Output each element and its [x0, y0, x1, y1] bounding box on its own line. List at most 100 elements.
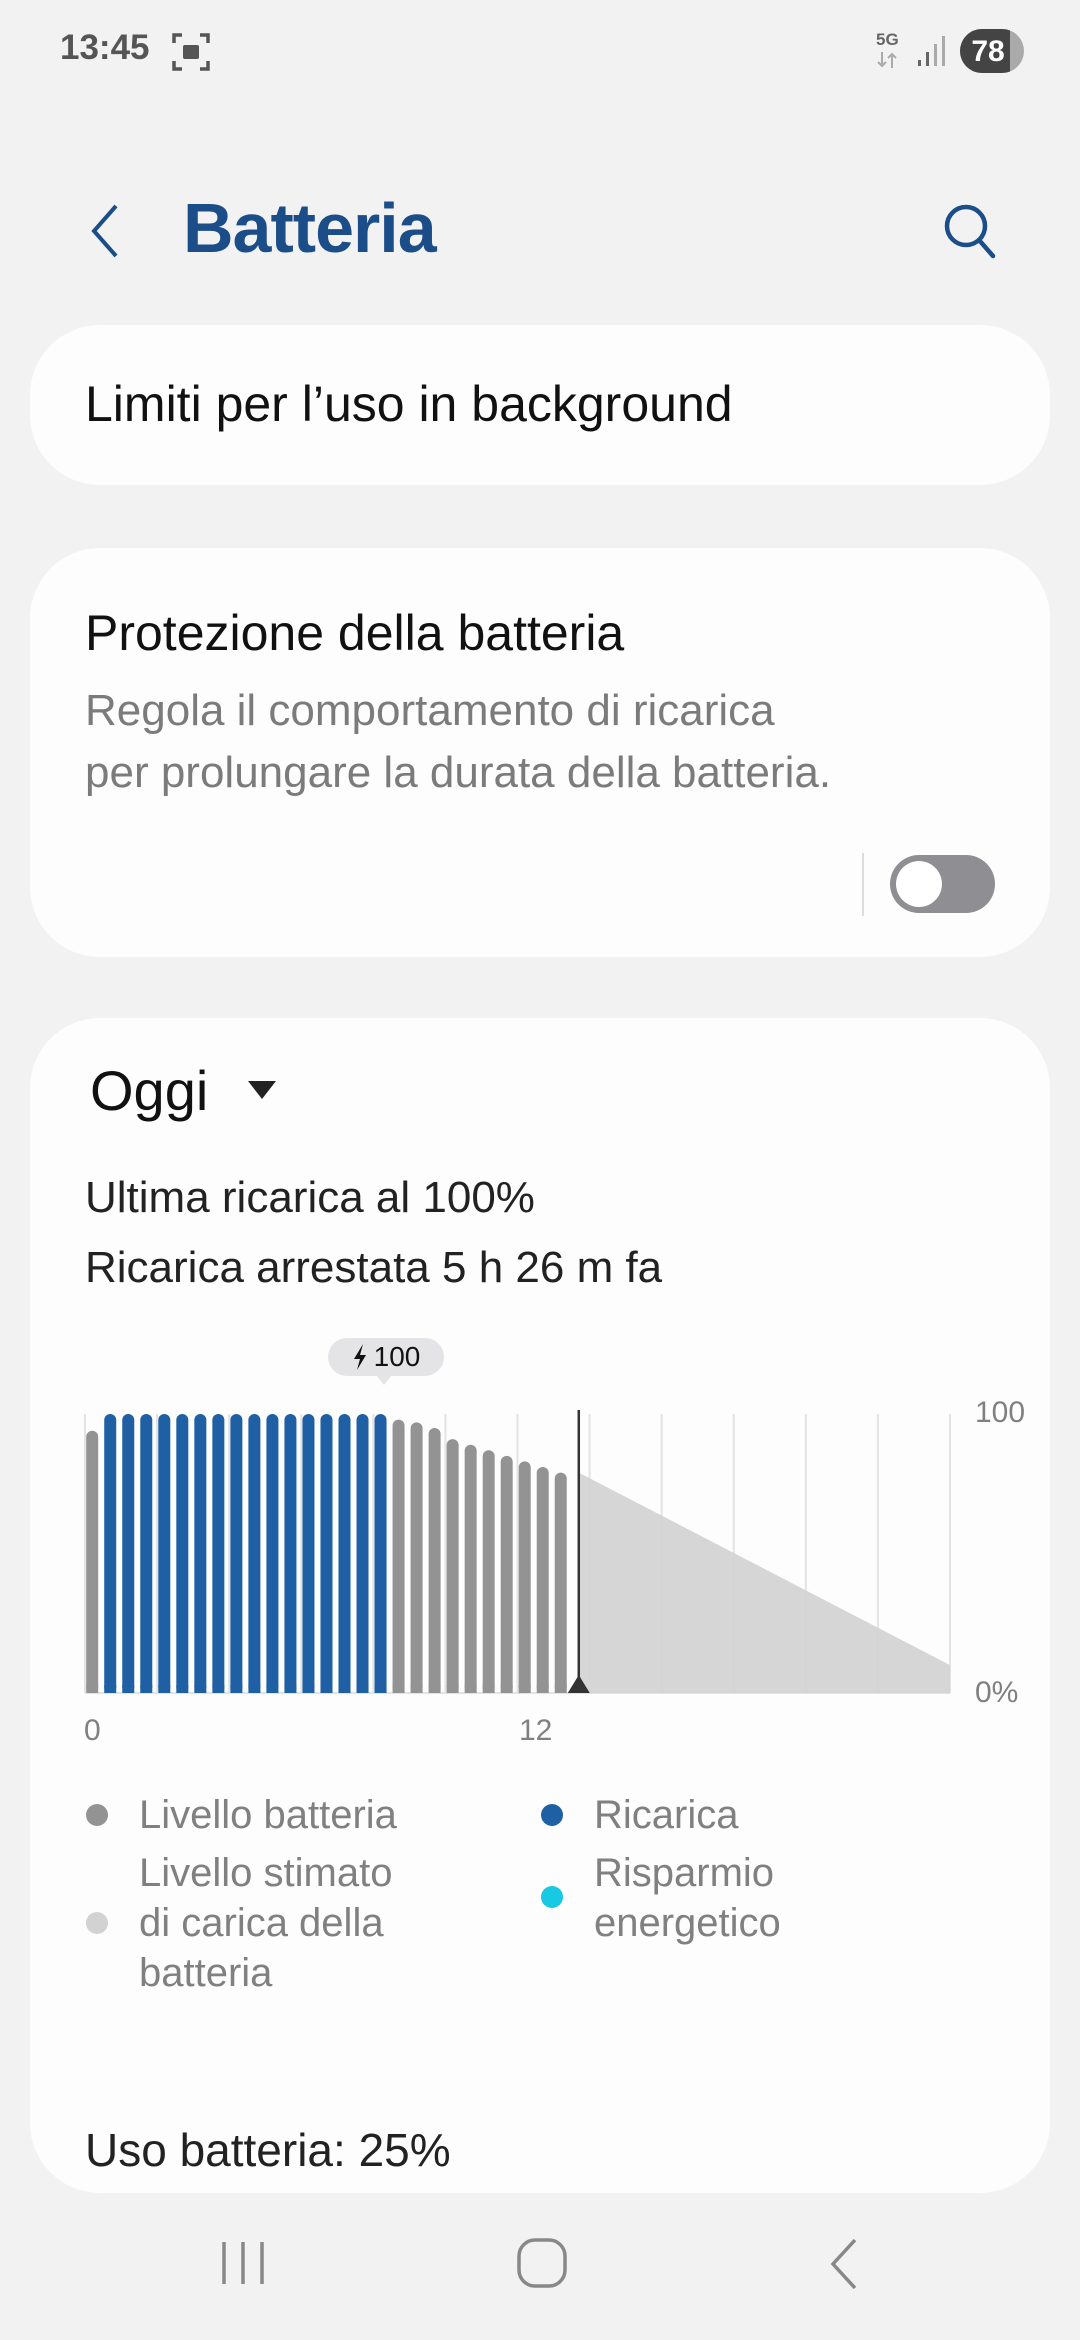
charging-bar	[302, 1414, 315, 1693]
battery-level-bar	[500, 1455, 513, 1693]
charging-bar	[320, 1414, 333, 1693]
bar-base	[176, 1685, 189, 1693]
lightning-icon	[353, 1344, 366, 1370]
charging-bar	[176, 1414, 189, 1693]
battery-level-bar	[464, 1444, 477, 1693]
legend-power-saving: Risparmio energetico	[594, 1848, 781, 1948]
battery-protection-description-1: Regola il comportamento di ricarica	[85, 686, 775, 735]
battery-level-bar	[446, 1439, 459, 1693]
battery-protection-toggle[interactable]	[890, 855, 995, 913]
battery-level-bar	[536, 1467, 549, 1693]
bar-base	[140, 1685, 153, 1693]
legend-estimated-line: batteria	[139, 1951, 273, 1995]
charging-bar	[248, 1414, 261, 1693]
charging-bar	[284, 1414, 297, 1693]
back-nav-icon[interactable]	[825, 2236, 865, 2292]
search-icon[interactable]	[938, 198, 1004, 264]
x-tick-12: 12	[519, 1714, 553, 1747]
legend-power-saving-line: energetico	[594, 1901, 781, 1945]
battery-protection-title: Protezione della batteria	[85, 605, 625, 661]
charging-bar	[104, 1414, 117, 1693]
battery-level-bar	[86, 1430, 99, 1693]
battery-level-bar	[518, 1461, 531, 1693]
battery-protection-card[interactable]: Protezione della batteria Regola il comp…	[30, 548, 1050, 957]
legend-estimated: Livello stimato di carica della batteria	[139, 1848, 392, 1998]
legend-dot-power-saving	[541, 1886, 563, 1908]
tooltip-pointer	[376, 1375, 392, 1385]
battery-indicator: 78	[960, 29, 1024, 73]
bar-base	[302, 1685, 315, 1693]
legend-estimated-line: di carica della	[139, 1901, 384, 1945]
legend-estimated-line: Livello stimato	[139, 1851, 393, 1895]
legend-battery-level: Livello batteria	[139, 1793, 397, 1837]
bar-base	[464, 1685, 477, 1693]
data-arrows-icon	[877, 52, 897, 68]
bar-base	[374, 1685, 387, 1693]
bar-base	[122, 1685, 135, 1693]
divider	[862, 853, 864, 916]
bar-base	[266, 1685, 279, 1693]
battery-level-bar	[428, 1427, 441, 1693]
charging-bar	[230, 1414, 243, 1693]
bar-base	[392, 1685, 405, 1693]
dropdown-triangle-icon	[248, 1080, 277, 1099]
legend-dot-battery-level	[86, 1804, 108, 1826]
background-limits-item[interactable]: Limiti per l’uso in background	[30, 325, 1050, 485]
legend-charging: Ricarica	[594, 1793, 739, 1837]
charge-tooltip: 100	[328, 1338, 444, 1376]
bar-base	[320, 1685, 333, 1693]
bar-base	[482, 1685, 495, 1693]
battery-level-bar	[482, 1450, 495, 1693]
legend-power-saving-line: Risparmio	[594, 1851, 775, 1895]
bar-base	[194, 1685, 207, 1693]
status-time: 13:45	[60, 28, 150, 67]
chevron-left-icon[interactable]	[80, 198, 130, 264]
bar-base	[446, 1685, 459, 1693]
network-type: 5G	[876, 30, 899, 49]
bar-base	[428, 1685, 441, 1693]
bar-base	[554, 1685, 567, 1693]
bar-base	[338, 1685, 351, 1693]
charging-bar	[212, 1414, 225, 1693]
tooltip-value: 100	[373, 1341, 421, 1372]
bar-base	[518, 1685, 531, 1693]
bar-base	[104, 1685, 117, 1693]
battery-level-bar	[392, 1419, 405, 1693]
battery-usage-total: Uso batteria: 25%	[85, 2124, 451, 2176]
home-icon[interactable]	[515, 2236, 571, 2292]
toggle-knob	[896, 861, 942, 907]
charging-bar	[374, 1414, 387, 1693]
recent-apps-icon[interactable]	[218, 2238, 268, 2288]
charging-bar	[266, 1414, 279, 1693]
x-tick-0: 0	[84, 1714, 101, 1747]
battery-level-bar	[554, 1472, 567, 1693]
bar-base	[536, 1685, 549, 1693]
y-tick-100: 100	[975, 1396, 1026, 1429]
bar-base	[356, 1685, 369, 1693]
charging-bar	[338, 1414, 351, 1693]
charging-bar	[122, 1414, 135, 1693]
charging-bar	[194, 1414, 207, 1693]
bar-base	[158, 1685, 171, 1693]
battery-usage-card: Oggi Ultima ricarica al 100% Ricarica ar…	[30, 1018, 1050, 2193]
period-label: Oggi	[90, 1059, 209, 1122]
bar-base	[230, 1685, 243, 1693]
charging-bar	[140, 1414, 153, 1693]
bar-base	[86, 1685, 99, 1693]
battery-level-bar	[410, 1422, 423, 1693]
estimated-area	[578, 1472, 950, 1693]
charging-bar	[158, 1414, 171, 1693]
bar-base	[248, 1685, 261, 1693]
last-charge: Ultima ricarica al 100%	[85, 1173, 535, 1222]
bar-base	[284, 1685, 297, 1693]
screenshot-icon	[172, 33, 210, 71]
page-title: Batteria	[183, 189, 437, 267]
background-limits-label: Limiti per l’uso in background	[85, 376, 733, 432]
battery-chart	[84, 1410, 951, 1694]
y-tick-0: 0%	[975, 1676, 1019, 1709]
bar-base	[500, 1685, 513, 1693]
signal-icon	[918, 36, 945, 66]
period-dropdown[interactable]: Oggi	[90, 1058, 278, 1123]
current-time-marker	[567, 1675, 590, 1693]
battery-protection-description-2: per prolungare la durata della batteria.	[85, 748, 832, 797]
